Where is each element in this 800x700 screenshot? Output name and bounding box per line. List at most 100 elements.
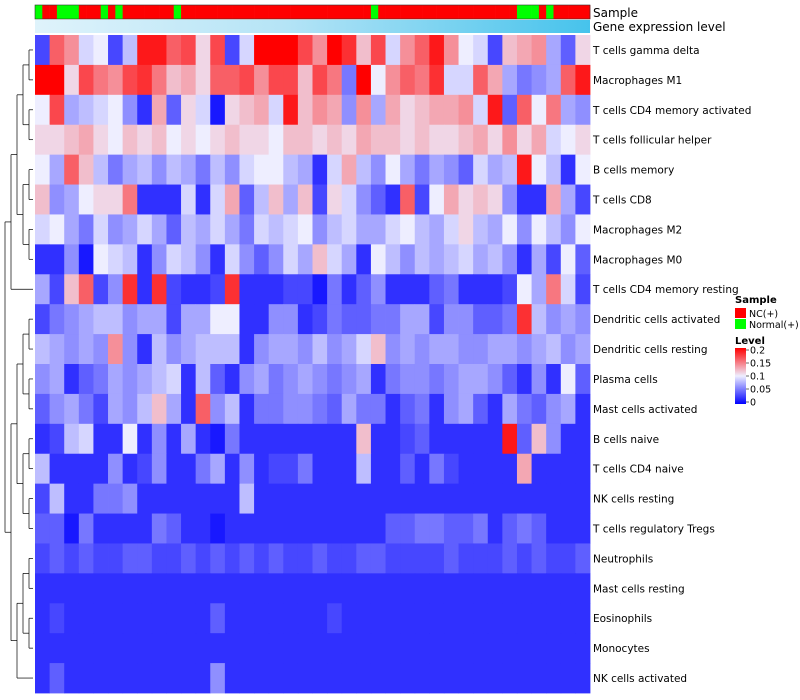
heatmap-cell [151,513,167,544]
heatmap-cell [93,304,109,335]
heatmap-cell [181,633,197,664]
heatmap-cell [560,35,576,66]
heatmap-cell [254,184,270,215]
heatmap-cell [49,513,65,544]
heatmap-cell [166,543,182,574]
heatmap-cell [64,214,80,245]
heatmap-cell [400,94,416,126]
heatmap-cell [400,513,416,544]
heatmap-cell [210,453,226,485]
sample-annotation-cell [356,5,364,19]
heatmap-cell [195,483,211,514]
heatmap-cell [385,513,401,544]
heatmap-cell [473,214,489,245]
heatmap-cell [487,154,503,185]
heatmap-cell [414,214,430,245]
heatmap-cell [458,184,474,215]
heatmap-cell [35,304,51,335]
heatmap-cell [93,334,109,365]
row-label: T cells regulatory Tregs [592,524,715,536]
row-label: Dendritic cells resting [593,344,708,356]
sample-annotation-cell [312,5,321,19]
heatmap-cell [487,393,503,425]
heatmap-cell [122,154,138,185]
heatmap-cell [458,304,474,335]
heatmap-cell [224,274,240,305]
heatmap-cell [283,603,299,634]
heatmap-cell [385,633,401,664]
heatmap-cell [151,214,167,245]
heatmap-cell [254,334,270,365]
heatmap-cell [151,334,167,365]
heatmap-cell [137,274,153,305]
heatmap-cell [312,334,328,365]
heatmap-cell [516,154,532,185]
heatmap-cell [487,483,503,514]
heatmap-cell [181,274,197,305]
heatmap-cell [64,154,80,185]
heatmap-cell [254,154,270,185]
heatmap-cell [239,154,255,185]
legend-sample-title: Sample [735,295,777,306]
heatmap-cell [239,94,255,126]
heatmap-cell [122,184,138,215]
sample-track-border [34,4,591,20]
heatmap-cell [356,94,372,126]
heatmap-cell [400,483,416,514]
heatmap-cell [487,423,503,455]
heatmap-cell [64,364,80,395]
heatmap-cell [531,543,547,574]
heatmap-cell [151,393,167,425]
heatmap-cell [268,334,284,365]
heatmap-cell [443,64,459,96]
heatmap-cell [108,393,124,425]
heatmap-cell [254,393,270,425]
heatmap-cell [400,633,416,664]
heatmap-cell [560,663,576,694]
heatmap-cell [49,154,65,185]
heatmap-cell [487,214,503,245]
heatmap-cell [429,543,445,574]
heatmap-cell [370,184,386,215]
heatmap-cell [341,364,357,395]
heatmap-cell [575,184,591,215]
heatmap-cell [341,35,357,66]
heatmap-cell [575,573,591,604]
heatmap-cell [210,35,226,66]
heatmap-cell [487,184,503,215]
sample-annotation-cell [407,5,416,19]
heatmap-cell [443,393,459,425]
heatmap-cell [443,334,459,365]
heatmap-cell [458,334,474,365]
heatmap-cell [108,64,124,96]
legend: Sample NC(+) Normal(+) Level 0.20.150.10… [735,295,799,409]
heatmap-cell [516,453,532,485]
heatmap-cell [137,393,153,425]
heatmap-cell [49,64,65,96]
heatmap-cell [575,94,591,126]
heatmap-cell [546,184,562,215]
heatmap-cell [239,393,255,425]
heatmap-cell [195,124,211,156]
sample-annotation-cell [319,5,328,19]
heatmap-cell [575,214,591,245]
heatmap-cell [458,633,474,664]
sample-annotation-cell [137,5,145,19]
heatmap-cell [64,393,80,425]
heatmap-cell [429,35,445,66]
heatmap-cell [429,393,445,425]
heatmap-cell [429,334,445,365]
heatmap-cell [312,453,328,485]
heatmap-cell [487,274,503,305]
heatmap-cell [181,64,197,96]
heatmap-cell [502,64,518,96]
heatmap-cell [414,64,430,96]
sample-annotation-cell [582,5,591,19]
heatmap-cell [49,94,65,126]
heatmap-cell [78,573,94,604]
heatmap-cell [35,543,51,574]
heatmap-cell [137,573,153,604]
heatmap-cell [546,35,562,66]
heatmap-cell [49,244,65,275]
heatmap-cell [151,124,167,156]
